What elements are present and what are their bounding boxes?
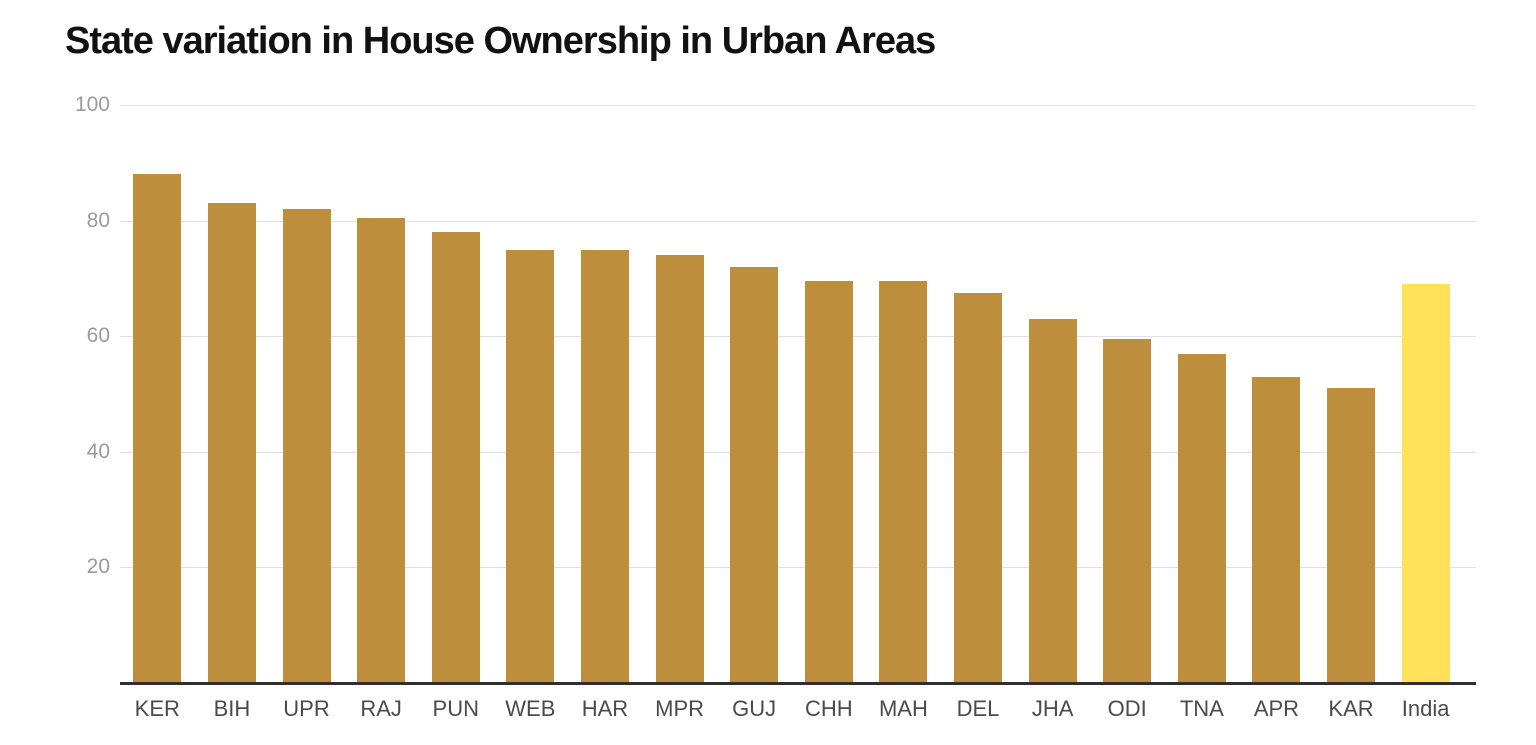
bar-column-TNA	[1165, 105, 1240, 683]
bar-MPR	[655, 255, 704, 683]
bar-column-KAR	[1314, 105, 1389, 683]
bar-JHA	[1028, 318, 1077, 683]
x-axis-label-CHH: CHH	[804, 696, 853, 721]
x-axis-label-DEL: DEL	[956, 696, 1000, 721]
x-axis-label-APR: APR	[1253, 696, 1300, 721]
x-axis-label-UPR: UPR	[283, 696, 330, 721]
y-axis-tick-label-20: 20	[86, 555, 110, 579]
gridline-40	[120, 451, 1476, 453]
bar-column-India	[1388, 105, 1463, 683]
x-axis-label-RAJ: RAJ	[360, 696, 402, 721]
x-axis-baseline	[120, 682, 1476, 685]
gridline-100	[120, 105, 1476, 106]
bar-column-GUJ	[717, 105, 792, 683]
x-axis-label-GUJ: GUJ	[732, 696, 777, 721]
x-axis-label-MPR: MPR	[655, 696, 705, 721]
bar-TNA	[1177, 353, 1226, 683]
bar-column-RAJ	[344, 105, 419, 683]
x-axis-label-HAR: HAR	[581, 696, 629, 721]
bar-column-HAR	[568, 105, 643, 683]
bar-WEB	[506, 249, 555, 683]
bar-DEL	[954, 292, 1002, 683]
bar-column-CHH	[791, 105, 866, 683]
x-axis-label-WEB: WEB	[505, 696, 556, 721]
bar-column-JHA	[1015, 105, 1090, 683]
x-axis-label-KAR: KAR	[1328, 696, 1374, 721]
bar-APR	[1252, 376, 1301, 683]
bar-column-UPR	[269, 105, 344, 683]
bar-column-APR	[1239, 105, 1314, 683]
x-axis-label-TNA: TNA	[1179, 696, 1224, 721]
plot-area	[120, 105, 1476, 685]
bar-column-KER	[120, 105, 195, 683]
bar-RAJ	[357, 217, 406, 683]
x-axis-category-labels: KER BIH UPR RAJ PUN WEB HAR MPR GUJ CHH MAH DEL JHA O…	[120, 696, 1463, 722]
bar-column-DEL	[941, 105, 1016, 683]
y-axis-tick-label-80: 80	[86, 208, 110, 232]
bar-CHH	[804, 281, 853, 683]
bar-column-PUN	[418, 105, 493, 683]
x-axis-label-MAH: MAH	[878, 696, 928, 721]
y-axis-tick-label-100: 100	[74, 93, 110, 116]
bar-MAH	[879, 281, 928, 683]
y-axis-tick-labels: 20 40 60 80 100	[0, 93, 110, 683]
bars-group	[120, 105, 1463, 683]
x-axis-label-JHA: JHA	[1031, 696, 1074, 721]
y-axis-tick-label-60: 60	[86, 324, 110, 348]
bar-UPR	[282, 209, 331, 683]
bar-PUN	[431, 232, 480, 683]
bar-column-WEB	[493, 105, 568, 683]
chart-title: State variation in House Ownership in Ur…	[65, 20, 936, 62]
bar-GUJ	[730, 266, 779, 683]
bar-BIH	[207, 203, 256, 683]
bar-HAR	[580, 249, 629, 683]
x-axis-label-BIH: BIH	[213, 696, 251, 721]
gridline-20	[120, 567, 1476, 569]
bar-column-BIH	[195, 105, 270, 683]
gridline-60	[120, 336, 1476, 338]
x-axis-label-PUN: PUN	[432, 696, 479, 721]
bar-KAR	[1327, 388, 1376, 683]
x-axis-label-ODI: ODI	[1107, 696, 1147, 721]
bar-column-MPR	[642, 105, 717, 683]
bar-column-MAH	[866, 105, 941, 683]
y-axis-tick-label-40: 40	[86, 439, 110, 463]
bar-India	[1401, 284, 1450, 683]
x-axis-label-India: India	[1401, 696, 1450, 721]
gridline-80	[120, 220, 1476, 222]
x-axis-label-KER: KER	[134, 696, 180, 721]
bar-column-ODI	[1090, 105, 1165, 683]
bar-KER	[133, 174, 182, 683]
bar-ODI	[1103, 339, 1152, 683]
